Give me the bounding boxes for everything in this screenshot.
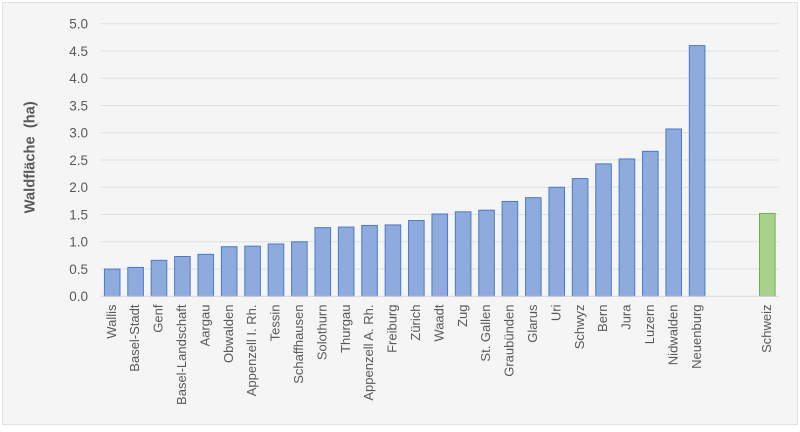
svg-text:Uri: Uri xyxy=(548,304,563,321)
svg-text:Schaffhausen: Schaffhausen xyxy=(291,305,306,384)
svg-text:2.0: 2.0 xyxy=(69,180,88,195)
svg-text:Nidwalden: Nidwalden xyxy=(665,305,680,366)
svg-text:Glarus: Glarus xyxy=(525,304,540,343)
svg-text:0.5: 0.5 xyxy=(69,262,88,277)
svg-text:Wallis: Wallis xyxy=(104,304,119,339)
svg-text:Basel-Landschaft: Basel-Landschaft xyxy=(174,304,189,405)
svg-text:Waadt: Waadt xyxy=(431,304,446,341)
svg-text:4.5: 4.5 xyxy=(69,44,88,59)
svg-text:5.0: 5.0 xyxy=(69,17,88,32)
svg-text:Schweiz: Schweiz xyxy=(759,305,774,353)
svg-text:2.5: 2.5 xyxy=(69,153,88,168)
svg-text:Freiburg: Freiburg xyxy=(385,305,400,353)
svg-text:Basel-Stadt: Basel-Stadt xyxy=(127,304,142,372)
svg-text:Schwyz: Schwyz xyxy=(572,305,587,350)
svg-text:Waldfläche (ha): Waldfläche (ha) xyxy=(23,101,39,213)
svg-text:3.5: 3.5 xyxy=(69,98,88,113)
svg-text:1.5: 1.5 xyxy=(69,207,88,222)
svg-text:0.0: 0.0 xyxy=(69,289,88,304)
svg-text:Obwalden: Obwalden xyxy=(221,305,236,364)
svg-text:Solothurn: Solothurn xyxy=(314,305,329,361)
svg-text:Thurgau: Thurgau xyxy=(338,305,353,353)
svg-text:Zug: Zug xyxy=(455,305,470,327)
svg-text:Jura: Jura xyxy=(619,304,634,330)
svg-text:Appenzell I. Rh.: Appenzell I. Rh. xyxy=(244,305,259,397)
svg-text:Zürich: Zürich xyxy=(408,305,423,341)
svg-text:1.0: 1.0 xyxy=(69,235,88,250)
svg-text:4.0: 4.0 xyxy=(69,71,88,86)
svg-text:St. Gallen: St. Gallen xyxy=(478,305,493,362)
svg-text:Tessin: Tessin xyxy=(268,305,283,342)
svg-text:Bern: Bern xyxy=(595,305,610,332)
svg-text:Genf: Genf xyxy=(151,304,166,333)
svg-text:Graubünden: Graubünden xyxy=(502,305,517,377)
svg-text:Appenzell A. Rh.: Appenzell A. Rh. xyxy=(361,305,376,401)
svg-text:Neuenburg: Neuenburg xyxy=(689,305,704,369)
svg-text:Luzern: Luzern xyxy=(642,305,657,345)
svg-text:Aargau: Aargau xyxy=(197,305,212,347)
svg-text:3.0: 3.0 xyxy=(69,126,88,141)
